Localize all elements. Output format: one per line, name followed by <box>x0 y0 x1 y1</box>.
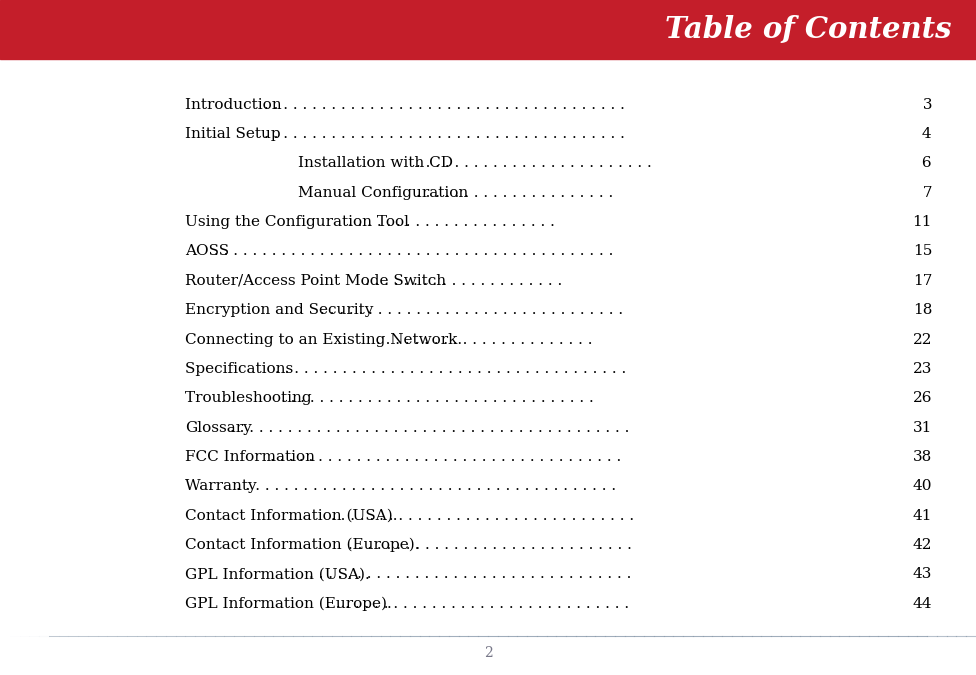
Text: 43: 43 <box>913 568 932 581</box>
Text: 40: 40 <box>913 479 932 493</box>
Text: Router/Access Point Mode Switch: Router/Access Point Mode Switch <box>185 274 452 288</box>
Text: . . . . . . . . . . . . . . . . . . . . . . . . . . . . . . . . . . . . . . . .: . . . . . . . . . . . . . . . . . . . . … <box>236 479 616 493</box>
Text: 3: 3 <box>917 98 932 111</box>
Text: 6: 6 <box>917 157 932 170</box>
Text: Manual Configuration: Manual Configuration <box>298 186 472 200</box>
Text: 17: 17 <box>913 274 932 288</box>
Text: Using the Configuration Tool: Using the Configuration Tool <box>185 215 415 229</box>
Text: 18: 18 <box>913 303 932 317</box>
Text: . . . . . . . . . . . . . . . . . . . . . . . . . . . . . . . . . . . . . . . . : . . . . . . . . . . . . . . . . . . . . … <box>214 244 613 259</box>
Text: 26: 26 <box>913 392 932 405</box>
Text: . . . . . . . . . . . . . . . . . . . . . .: . . . . . . . . . . . . . . . . . . . . … <box>348 215 555 229</box>
Text: 11: 11 <box>913 215 932 229</box>
Text: AOSS: AOSS <box>185 244 234 259</box>
Text: 41: 41 <box>913 509 932 522</box>
Text: 2: 2 <box>484 647 492 660</box>
Text: Initial Setup: Initial Setup <box>185 127 286 141</box>
Text: GPL Information (USA).: GPL Information (USA). <box>185 568 370 581</box>
Text: Troubleshooting: Troubleshooting <box>185 392 322 405</box>
Text: . . . . . . . . . . . . . . . . . . . . . . . . . . . . . . . .: . . . . . . . . . . . . . . . . . . . . … <box>326 597 629 611</box>
Bar <box>0 0 976 59</box>
Text: . . . . . . . . . . . . . . . . . . . . . . . . . . . . . . . . . .: . . . . . . . . . . . . . . . . . . . . … <box>308 568 631 581</box>
Text: 22: 22 <box>913 333 932 346</box>
Text: . . . . . . . . . . . . . . . . . . . . . . . . . . . . . .: . . . . . . . . . . . . . . . . . . . . … <box>348 538 632 552</box>
Text: . . . . . . . . . . . . . . . . . . . . .: . . . . . . . . . . . . . . . . . . . . … <box>365 274 562 288</box>
Text: Table of Contents: Table of Contents <box>665 16 952 44</box>
Text: 23: 23 <box>913 362 932 376</box>
Text: Contact Information (Europe).: Contact Information (Europe). <box>185 538 420 552</box>
Text: . . . . . . . . . . . . . . . . . . . . . . . . . . . . . . . . . . . . . .: . . . . . . . . . . . . . . . . . . . . … <box>264 98 625 111</box>
Text: 38: 38 <box>913 450 932 464</box>
Text: Encryption and Security: Encryption and Security <box>185 303 379 317</box>
Text: Introduction: Introduction <box>185 98 292 111</box>
Text: . . . . . . . . . . . . . . . . . . . . . . . . . . . . . . . .: . . . . . . . . . . . . . . . . . . . . … <box>332 509 634 522</box>
Text: . . . . . . . . . . . . . . . . . . . . . . . . . . . . . . . .: . . . . . . . . . . . . . . . . . . . . … <box>320 303 624 317</box>
Text: Contact Information (USA).: Contact Information (USA). <box>185 509 398 522</box>
Text: Glossary: Glossary <box>185 421 252 435</box>
Text: GPL Information (Europe).: GPL Information (Europe). <box>185 597 392 611</box>
Text: 31: 31 <box>913 421 932 435</box>
Text: . . . . . . . . . . . . . . . . . . . . . . . . . . . . . . . . . . . . . .: . . . . . . . . . . . . . . . . . . . . … <box>264 127 625 141</box>
Text: 4: 4 <box>917 127 932 141</box>
Text: FCC Information: FCC Information <box>185 450 315 464</box>
Text: . . . . . . . . . . . . . . . . . . . . . . . . . . . . . . . . .: . . . . . . . . . . . . . . . . . . . . … <box>281 392 593 405</box>
Text: 44: 44 <box>913 597 932 611</box>
Text: 7: 7 <box>917 186 932 200</box>
Text: . . . . . . . . . . . . . . . . . . . . .: . . . . . . . . . . . . . . . . . . . . … <box>416 186 613 200</box>
Text: . . . . . . . . . . . . . . . . . . . . . . . . . . . . . . . . . . . . .: . . . . . . . . . . . . . . . . . . . . … <box>269 450 621 464</box>
Text: Warranty: Warranty <box>185 479 262 493</box>
Text: Installation with CD: Installation with CD <box>298 157 458 170</box>
Text: 42: 42 <box>913 538 932 552</box>
Text: 15: 15 <box>913 244 932 259</box>
Text: . . . . . . . . . . . . . . . . . . . . . . .: . . . . . . . . . . . . . . . . . . . . … <box>377 333 592 346</box>
Text: Specifications: Specifications <box>185 362 304 376</box>
Text: . . . . . . . . . . . . . . . . . . . . . . . . . . . . . . . . . . . . . . . . : . . . . . . . . . . . . . . . . . . . . … <box>230 421 630 435</box>
Text: . . . . . . . . . . . . . . . . . . . . . . . . . . . . . . . . . . . . .: . . . . . . . . . . . . . . . . . . . . … <box>275 362 627 376</box>
Text: Connecting to an Existing Network.: Connecting to an Existing Network. <box>185 333 463 346</box>
Text: . . . . . . . . . . . . . . . . . . . . . . . . .: . . . . . . . . . . . . . . . . . . . . … <box>416 157 651 170</box>
